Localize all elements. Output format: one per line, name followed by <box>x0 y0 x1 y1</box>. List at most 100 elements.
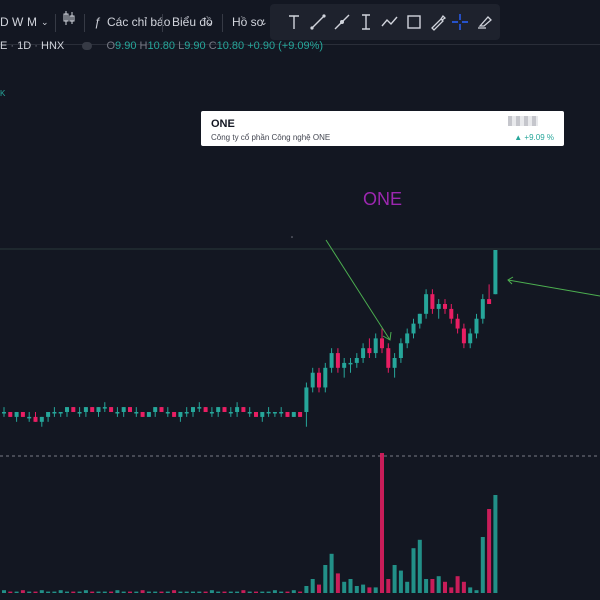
volume-bar <box>254 591 258 593</box>
candle-body <box>178 412 183 417</box>
volume-bar <box>474 590 479 593</box>
candle-body <box>260 412 265 417</box>
candle-body <box>159 407 164 412</box>
volume-bar <box>102 591 107 593</box>
left-marker: K <box>0 89 6 98</box>
low-value: 9.90 <box>184 40 206 52</box>
volume-bar <box>291 590 296 593</box>
candle-body <box>487 299 492 304</box>
change-value: +0.90 (+9.09%) <box>247 40 324 52</box>
volume-bar <box>373 587 378 593</box>
volume-bar <box>77 591 82 593</box>
candle-body <box>405 333 410 344</box>
volume-bar <box>20 590 25 593</box>
volume-bar <box>260 591 265 593</box>
crosshair-icon[interactable] <box>450 12 470 32</box>
candles-group <box>2 250 498 427</box>
candle-body <box>134 412 139 414</box>
volume-bar <box>354 586 359 593</box>
volume-bar <box>430 579 435 593</box>
candle-body <box>153 407 158 412</box>
volume-bar <box>392 565 397 593</box>
candle-body <box>27 416 32 419</box>
candle-body <box>455 318 460 329</box>
volume-bar <box>298 591 303 593</box>
candle-body <box>335 353 340 368</box>
volume-bar <box>436 576 441 593</box>
volume-bar <box>417 539 422 593</box>
volume-bar <box>468 587 473 593</box>
collapse-toggle-icon[interactable] <box>82 42 93 51</box>
line-tool-icon[interactable] <box>308 12 328 32</box>
brush-tool-icon[interactable] <box>428 12 448 32</box>
low-label: L <box>178 40 185 52</box>
ray-tool-icon[interactable] <box>332 12 352 32</box>
candle-body <box>222 407 227 412</box>
text-cursor-icon[interactable] <box>356 12 376 32</box>
text-tool-icon[interactable] <box>284 12 304 32</box>
volume-bar <box>386 579 391 593</box>
interval-week-button[interactable]: W <box>12 15 24 29</box>
volume-bar <box>197 591 202 593</box>
volume-bar <box>209 590 214 593</box>
interval-day-button[interactable]: D <box>0 15 9 29</box>
candle-body <box>380 338 384 349</box>
interval-month-button[interactable]: M <box>27 15 37 29</box>
tooltip-price-blurred <box>508 116 538 126</box>
chart-menu-chevron-icon[interactable]: ⌄ <box>206 17 214 27</box>
candle-body <box>52 412 57 414</box>
chart-menu-button[interactable]: Biểu đồ <box>172 15 213 29</box>
volume-bar <box>361 584 366 593</box>
symbol-tooltip[interactable]: ONE Công ty cổ phần Công nghệ ONE ▲ +9.0… <box>201 111 564 146</box>
profile-menu-chevron-icon[interactable]: ⌄ <box>260 17 268 27</box>
pattern-tool-icon[interactable] <box>380 12 400 32</box>
volume-bar <box>39 590 44 593</box>
candle-body <box>165 412 170 414</box>
trend-arrow-1[interactable] <box>325 239 392 341</box>
candle-body <box>247 412 252 414</box>
volume-bar <box>455 576 460 593</box>
profile-menu-button[interactable]: Hồ sơ <box>232 15 265 29</box>
volume-bar <box>310 579 315 593</box>
high-value: 10.80 <box>147 40 176 52</box>
volume-bar <box>33 591 38 593</box>
candle-body <box>398 343 403 358</box>
candle-body <box>392 358 397 368</box>
candle-body <box>33 416 38 422</box>
candle-body <box>121 407 126 412</box>
indicators-button[interactable]: Các chỉ báo <box>107 15 171 29</box>
candle-body <box>279 412 284 414</box>
symbol-interval[interactable]: 1D <box>17 40 32 52</box>
volume-bar <box>285 591 290 593</box>
symbol-info-line: E · 1D · HNX O9.90 H10.80 L9.90 C10.80 +… <box>0 40 324 52</box>
volume-bar <box>184 591 189 593</box>
indicators-fx-icon[interactable]: ƒ <box>94 15 101 29</box>
candle-body <box>461 328 466 344</box>
volume-bars-group <box>2 453 498 593</box>
symbol-exchange: HNX <box>41 40 65 52</box>
open-label: O <box>106 40 116 52</box>
candle-body <box>354 358 359 363</box>
volume-bar <box>480 537 485 593</box>
annotation-text[interactable]: ONE <box>363 189 403 209</box>
trend-arrow-2[interactable] <box>507 276 600 297</box>
volume-bar <box>266 591 271 593</box>
candlestick-style-icon[interactable] <box>62 10 76 34</box>
candle-body <box>367 348 372 354</box>
interval-dropdown-chevron-icon[interactable]: ⌄ <box>41 17 49 27</box>
volume-bar <box>272 590 277 593</box>
volume-bar <box>65 591 69 593</box>
candle-body <box>254 412 258 417</box>
candle-body <box>83 407 88 412</box>
volume-bar <box>90 591 95 593</box>
symbol-name[interactable]: E <box>0 40 8 52</box>
eraser-icon[interactable] <box>474 12 494 32</box>
volume-bar <box>14 591 19 593</box>
volume-bar <box>398 570 403 593</box>
candle-body <box>191 407 195 412</box>
rectangle-tool-icon[interactable] <box>404 12 424 32</box>
volume-bar <box>367 587 372 593</box>
tooltip-change: ▲ +9.09 % <box>514 133 554 142</box>
volume-bar <box>203 591 208 593</box>
